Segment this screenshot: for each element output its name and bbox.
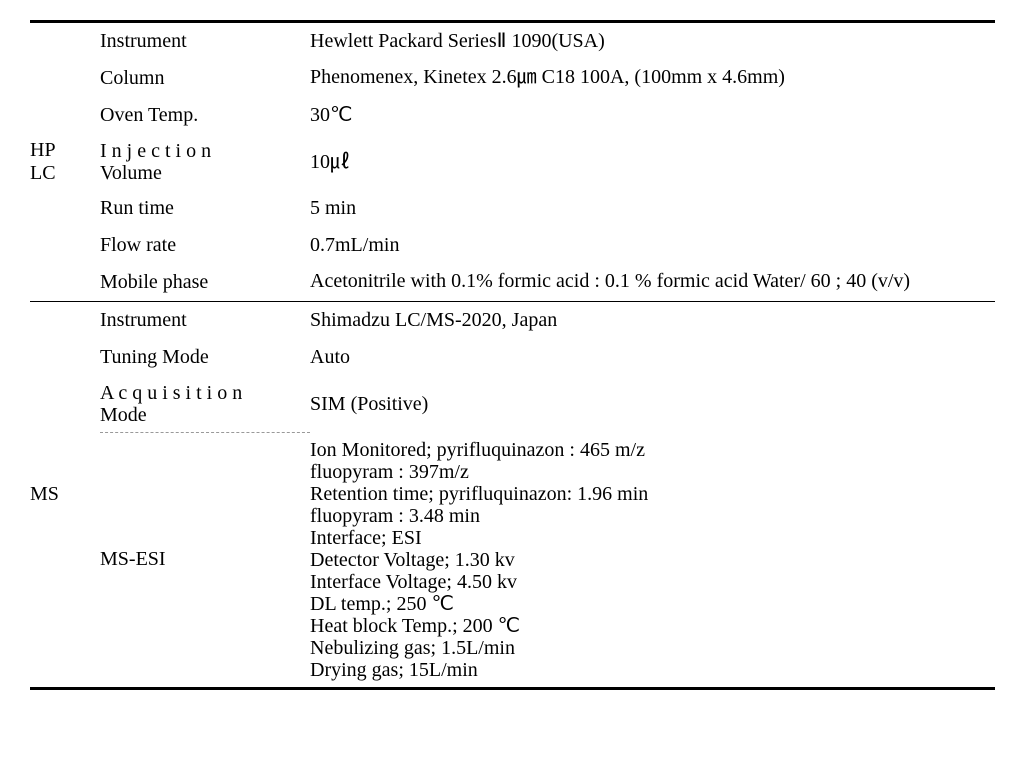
ms-param-acquisition-l2: Mode [100,404,302,426]
ms-value-esi-l10: Drying gas; 15L/min [310,659,987,681]
ms-value-esi-l8: Heat block Temp.; 200 ℃ [310,615,987,637]
ms-param-instrument: Instrument [100,302,310,340]
ms-value-esi-l1: fluopyram : 397m/z [310,461,987,483]
ms-value-esi-l3: fluopyram : 3.48 min [310,505,987,527]
hplc-param-injection-l1: I n j e c t i o n [100,140,302,162]
ms-value-instrument: Shimadzu LC/MS-2020, Japan [310,302,995,340]
hplc-param-injection: I n j e c t i o n Volume [100,134,310,190]
ms-param-acquisition: A c q u i s i t i o n Mode [100,376,310,433]
ms-value-esi-l6: Interface Voltage; 4.50 kv [310,571,987,593]
hplc-param-runtime: Run time [100,190,310,227]
hplc-value-injection: 10㎕ [310,134,995,190]
ms-param-tuning: Tuning Mode [100,339,310,376]
ms-value-tuning: Auto [310,339,995,376]
hplc-param-column: Column [100,60,310,97]
hplc-param-mobilephase: Mobile phase [100,264,310,302]
spec-table: HP LC Instrument Hewlett Packard SeriesⅡ… [30,20,995,690]
ms-value-esi-l2: Retention time; pyrifluquinazon: 1.96 mi… [310,483,987,505]
hplc-value-oventemp: 30℃ [310,97,995,134]
hplc-value-flowrate: 0.7mL/min [310,227,995,264]
hplc-param-oventemp: Oven Temp. [100,97,310,134]
ms-value-esi: Ion Monitored; pyrifluquinazon : 465 m/z… [310,433,995,689]
ms-value-esi-l0: Ion Monitored; pyrifluquinazon : 465 m/z [310,439,987,461]
ms-param-esi: MS-ESI [100,433,310,689]
hplc-value-mobilephase: Acetonitrile with 0.1% formic acid : 0.1… [310,264,995,302]
hplc-param-flowrate: Flow rate [100,227,310,264]
ms-value-esi-l9: Nebulizing gas; 1.5L/min [310,637,987,659]
hplc-param-instrument: Instrument [100,22,310,61]
hplc-value-runtime: 5 min [310,190,995,227]
hplc-value-instrument: Hewlett Packard SeriesⅡ 1090(USA) [310,22,995,61]
ms-value-esi-l7: DL temp.; 250 ℃ [310,593,987,615]
hplc-param-injection-l2: Volume [100,162,302,184]
ms-value-esi-l4: Interface; ESI [310,527,987,549]
ms-param-acquisition-l1: A c q u i s i t i o n [100,382,302,404]
hplc-category-line2: LC [30,162,92,185]
ms-value-esi-l5: Detector Voltage; 1.30 kv [310,549,987,571]
hplc-value-column: Phenomenex, Kinetex 2.6㎛ C18 100A, (100m… [310,60,995,97]
ms-category: MS [30,483,92,506]
hplc-category-line1: HP [30,139,92,162]
ms-value-acquisition: SIM (Positive) [310,376,995,433]
